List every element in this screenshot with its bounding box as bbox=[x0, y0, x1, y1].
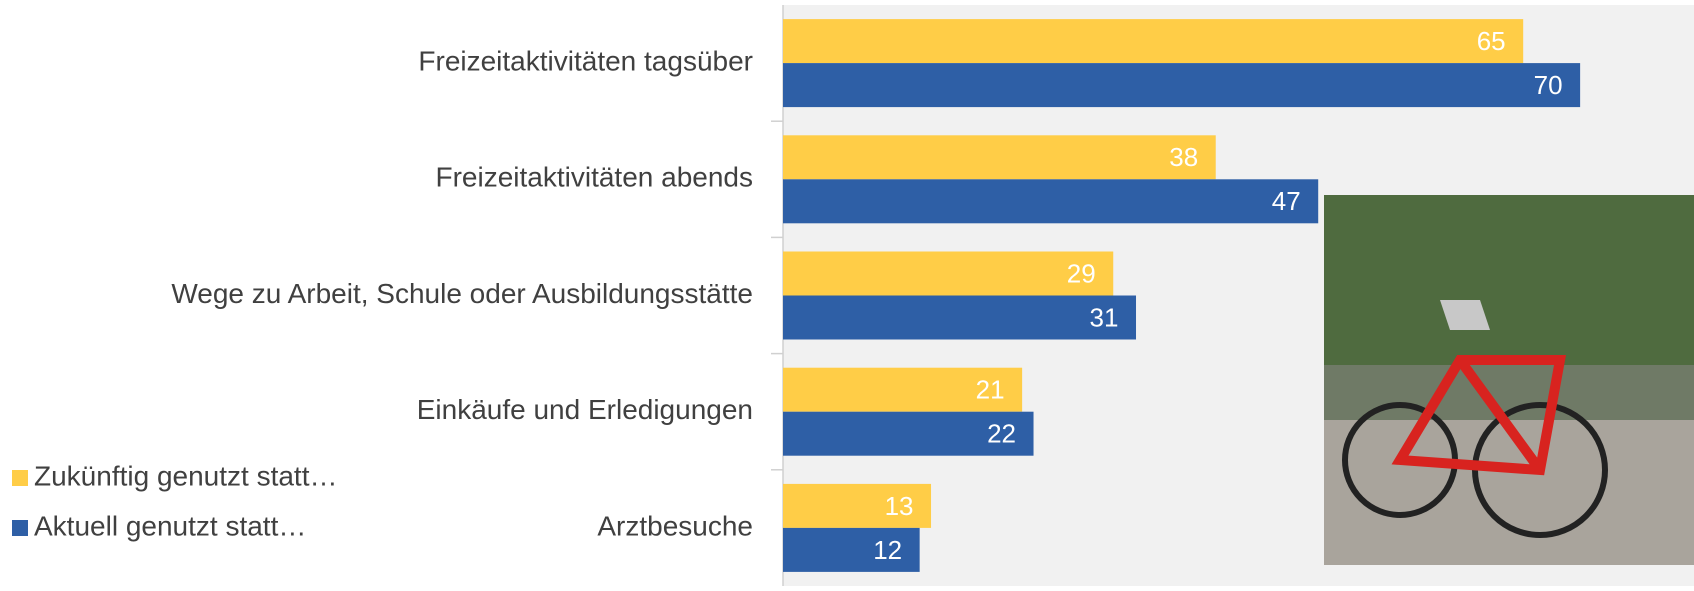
category-label: Arztbesuche bbox=[597, 510, 753, 541]
category-label: Freizeitaktivitäten tagsüber bbox=[418, 45, 753, 76]
value-label: 31 bbox=[1090, 302, 1119, 332]
bar bbox=[783, 63, 1580, 107]
bar bbox=[783, 252, 1113, 296]
value-label: 65 bbox=[1477, 26, 1506, 56]
value-label: 47 bbox=[1272, 186, 1301, 216]
value-label: 21 bbox=[976, 375, 1005, 405]
bar bbox=[783, 179, 1318, 223]
bar bbox=[783, 19, 1523, 63]
bar bbox=[783, 135, 1216, 179]
legend-label: Aktuell genutzt statt… bbox=[34, 510, 306, 541]
value-label: 29 bbox=[1067, 258, 1096, 288]
legend-swatch bbox=[12, 470, 28, 486]
bar bbox=[783, 296, 1136, 340]
value-label: 70 bbox=[1534, 70, 1563, 100]
value-label: 22 bbox=[987, 419, 1016, 449]
category-label: Freizeitaktivitäten abends bbox=[435, 162, 753, 193]
value-label: 38 bbox=[1169, 142, 1198, 172]
legend-label: Zukünftig genutzt statt… bbox=[34, 460, 338, 491]
chart: Freizeitaktivitäten tagsüber 65 70 Freizeit… bbox=[0, 0, 1694, 586]
legend-swatch bbox=[12, 520, 28, 536]
value-label: 13 bbox=[885, 491, 914, 521]
value-label: 12 bbox=[873, 535, 902, 565]
photo bbox=[1324, 195, 1694, 565]
category-label: Wege zu Arbeit, Schule oder Ausbildungss… bbox=[171, 278, 753, 309]
category-label: Einkäufe und Erledigungen bbox=[417, 394, 753, 425]
